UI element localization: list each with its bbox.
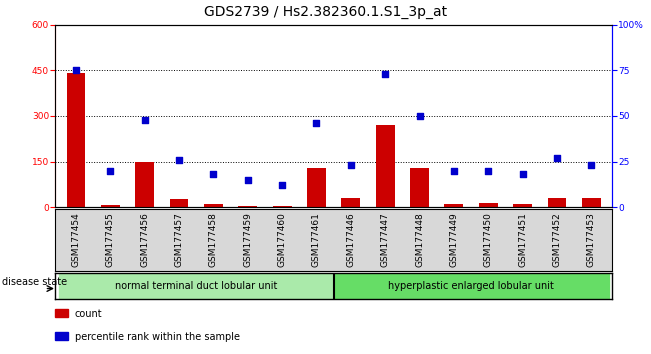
Text: disease state: disease state [2, 277, 67, 287]
Bar [204, 204, 223, 207]
Text: GSM177450: GSM177450 [484, 212, 493, 267]
Bar [333, 273, 609, 299]
Point [71, 68, 81, 73]
Bar [376, 125, 395, 207]
Bar [55, 309, 68, 317]
Point [414, 113, 424, 119]
Point [243, 177, 253, 183]
Text: hyperplastic enlarged lobular unit: hyperplastic enlarged lobular unit [388, 281, 554, 291]
Bar [66, 73, 85, 207]
Bar [55, 332, 68, 340]
Point [208, 171, 219, 177]
Text: GSM177446: GSM177446 [346, 212, 355, 267]
Bar [513, 204, 532, 207]
Text: GSM177449: GSM177449 [449, 212, 458, 267]
Bar [307, 167, 326, 207]
Point [380, 71, 391, 77]
Text: GDS2739 / Hs2.382360.1.S1_3p_at: GDS2739 / Hs2.382360.1.S1_3p_at [204, 5, 447, 19]
Text: GSM177457: GSM177457 [174, 212, 184, 267]
Text: GSM177447: GSM177447 [381, 212, 390, 267]
Text: GSM177454: GSM177454 [72, 212, 81, 267]
Bar [273, 206, 292, 207]
Point [105, 168, 115, 173]
Bar [135, 161, 154, 207]
Point [552, 155, 562, 161]
Text: GSM177460: GSM177460 [277, 212, 286, 267]
Point [518, 171, 528, 177]
Text: count: count [75, 309, 102, 319]
Bar [59, 273, 333, 299]
Bar [238, 206, 257, 207]
Text: normal terminal duct lobular unit: normal terminal duct lobular unit [115, 281, 277, 291]
Point [311, 120, 322, 126]
Point [346, 162, 356, 168]
Point [174, 157, 184, 162]
Point [277, 182, 287, 188]
Bar [169, 200, 189, 207]
Bar [341, 198, 360, 207]
Text: GSM177452: GSM177452 [553, 212, 561, 267]
Text: GSM177455: GSM177455 [106, 212, 115, 267]
Text: GSM177448: GSM177448 [415, 212, 424, 267]
Text: GSM177451: GSM177451 [518, 212, 527, 267]
Point [586, 162, 596, 168]
Text: GSM177461: GSM177461 [312, 212, 321, 267]
Bar [101, 205, 120, 207]
Text: percentile rank within the sample: percentile rank within the sample [75, 332, 240, 342]
Text: GSM177459: GSM177459 [243, 212, 252, 267]
Point [483, 168, 493, 173]
Bar [582, 198, 601, 207]
Point [139, 117, 150, 122]
Text: GSM177458: GSM177458 [209, 212, 218, 267]
Text: GSM177453: GSM177453 [587, 212, 596, 267]
Bar [547, 198, 566, 207]
Text: GSM177456: GSM177456 [140, 212, 149, 267]
Bar [410, 167, 429, 207]
Bar [478, 202, 498, 207]
Point [449, 168, 459, 173]
Bar [445, 204, 464, 207]
